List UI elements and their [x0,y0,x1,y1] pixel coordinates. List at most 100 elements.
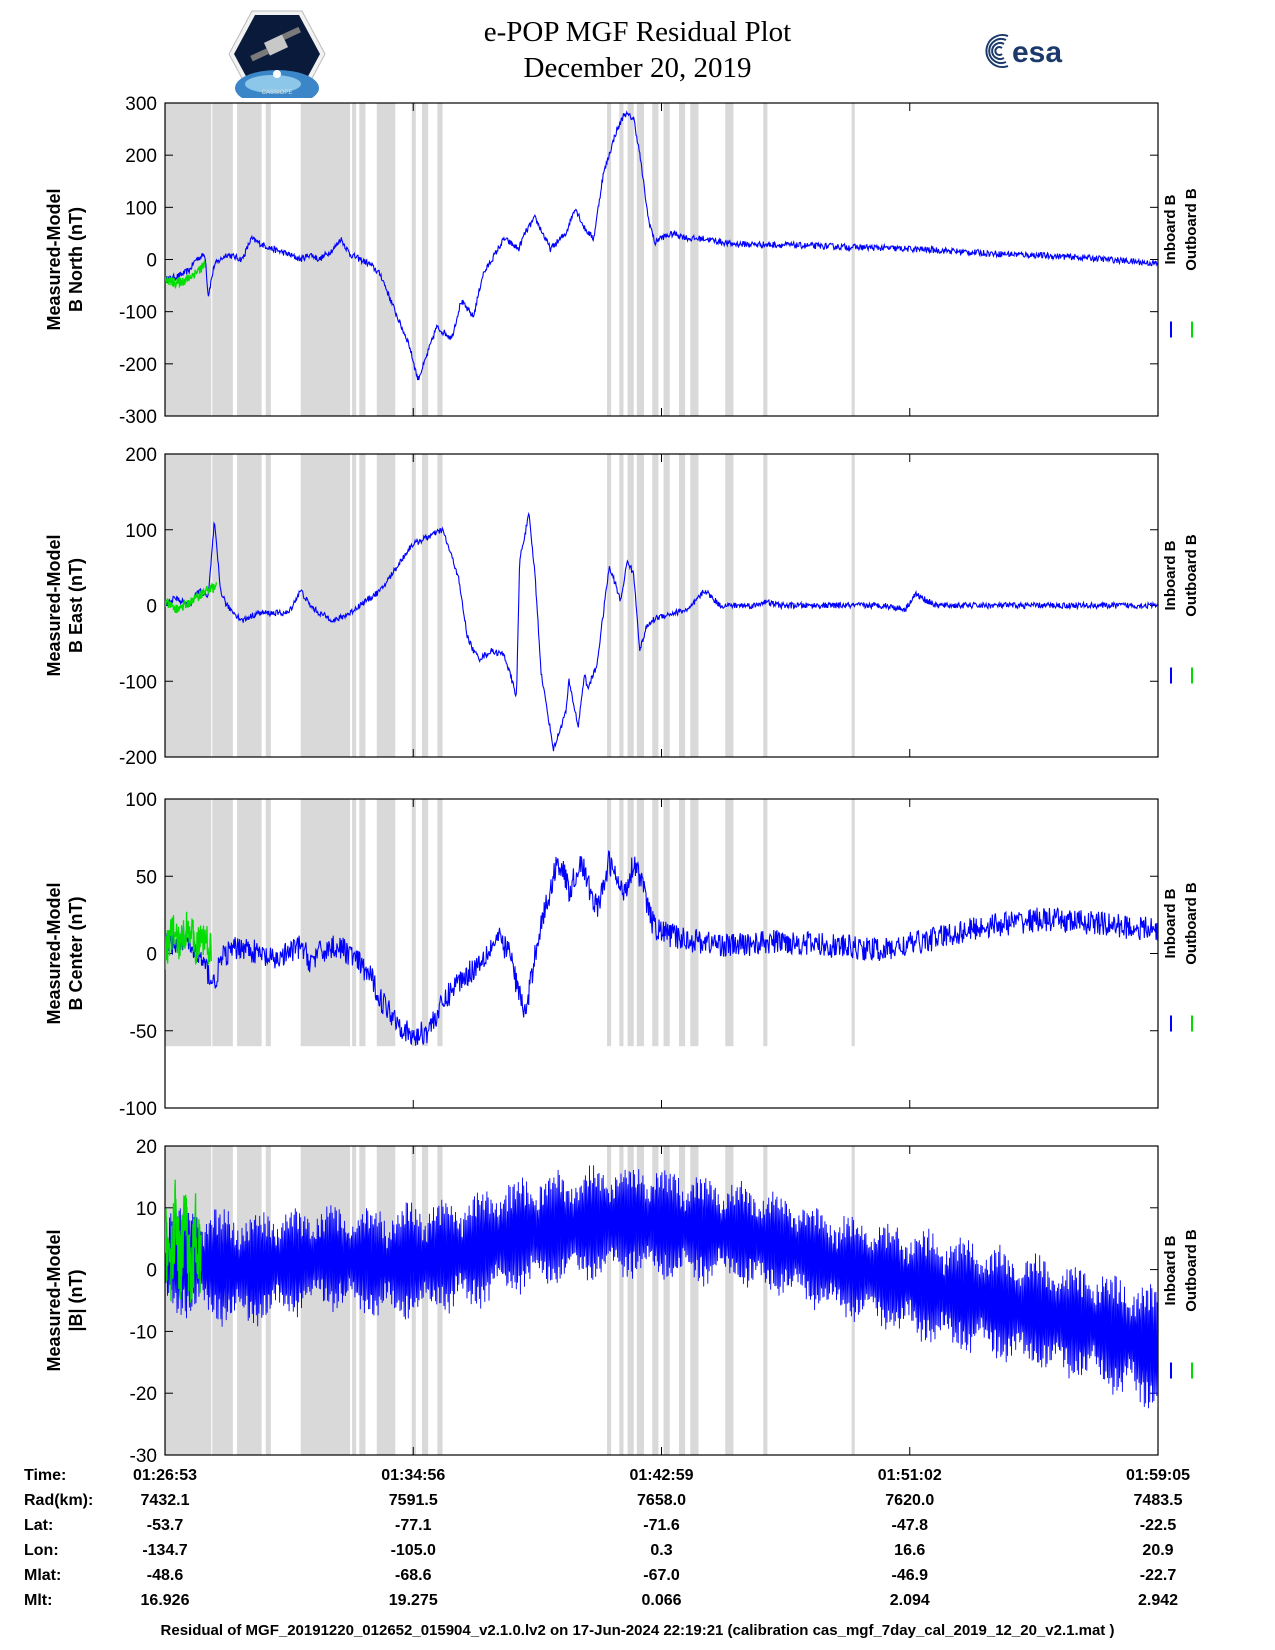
info-cell-lon: -134.7 [142,1542,187,1559]
y-tick-label: -30 [130,1446,157,1467]
y-tick-label: -200 [119,748,157,769]
gap-band [627,454,634,757]
gap-band [851,799,855,1047]
info-cell-mlat: -67.0 [643,1567,680,1584]
series-outboard-b [165,911,212,970]
gap-band [359,799,366,1047]
info-cell-lon: 16.6 [894,1542,925,1559]
gap-band [359,1146,366,1455]
series-outboard-b [165,1179,202,1303]
y-tick-label: 0 [146,1261,157,1282]
y-tick-label: 0 [146,945,157,966]
gap-band [725,103,734,416]
y-axis-label: Measured-Model B East (nT) [44,534,86,676]
y-tick-label: -50 [130,1022,157,1043]
y-tick-label: 200 [125,445,157,466]
y-tick-label: 100 [125,790,157,811]
legend-inboard-label: Inboard B [1162,888,1179,958]
info-row-label: Mlt: [24,1592,52,1609]
info-cell-mlat: -48.6 [147,1567,184,1584]
info-cell-time: 01:51:02 [878,1467,942,1484]
gap-band [437,799,443,1047]
gap-band [265,799,271,1047]
gap-band [359,454,366,757]
gap-band [352,799,357,1047]
legend-inboard-label: Inboard B [1162,540,1179,610]
legend-outboard-label: Outboard B [1183,188,1200,271]
gap-band [411,103,416,416]
gap-band [690,103,699,416]
gap-band [619,799,624,1047]
gap-band [636,454,645,757]
gap-band [627,799,634,1047]
series-outboard-b [165,582,218,614]
gap-band [300,1146,351,1455]
y-tick-label: -300 [119,407,157,428]
panel-3: 100 50 0 -50 -100 Measured-Model B Center (nT)… [44,790,1200,1120]
info-row-label: Lat: [24,1517,53,1534]
gap-band [607,1146,612,1455]
footer-caption: Residual of MGF_20191220_012652_015904_v… [160,1622,1115,1639]
esa-logo: esa [985,34,1062,69]
series-inboard-b [165,850,1158,1046]
gap-band [352,103,357,416]
gap-band [763,103,768,416]
info-cell-time: 01:26:53 [133,1467,197,1484]
gap-band [300,454,351,757]
gap-band [652,454,659,757]
gap-band [437,454,443,757]
gap-band [725,799,734,1047]
info-cell-mlt: 0.066 [641,1592,681,1609]
info-cell-time: 01:42:59 [629,1467,693,1484]
y-tick-label: -100 [119,1099,157,1120]
legend: Inboard B Outboard B [1162,534,1200,684]
gap-band [265,103,271,416]
info-cell-lat: -77.1 [395,1517,432,1534]
y-tick-label: 10 [136,1199,157,1220]
legend-inboard-label: Inboard B [1162,194,1179,264]
gap-band [376,103,396,416]
y-tick-label: 0 [146,251,157,272]
gap-band [421,799,429,1047]
gap-band [678,454,686,757]
gap-band [352,1146,357,1455]
gap-band [411,799,416,1047]
gap-band [607,454,612,757]
gap-band [212,454,233,757]
info-cell-lon: 20.9 [1142,1542,1173,1559]
gap-band [636,103,645,416]
gap-band [678,799,686,1047]
info-cell-lat: -71.6 [643,1517,680,1534]
legend-outboard-label: Outboard B [1183,882,1200,965]
gap-band [165,1146,212,1455]
gap-band [300,103,351,416]
gap-band [421,1146,429,1455]
info-cell-lat: -53.7 [147,1517,184,1534]
esa-logo-text: esa [1012,36,1062,69]
title-line-1: e-POP MGF Residual Plot [483,16,792,48]
gap-band [851,103,855,416]
y-tick-label: 50 [136,867,157,888]
series-inboard-b [165,110,1158,381]
gap-band [212,799,233,1047]
gap-band [607,103,612,416]
orbit-info-table: Time: Rad(km): Lat: Lon: Mlat: Mlt: 01:26:53 74… [24,1467,1190,1609]
gap-band [619,103,624,416]
y-tick-label: 100 [125,521,157,542]
info-cell-rad: 7483.5 [1134,1492,1183,1509]
info-cell-rad: 7432.1 [141,1492,190,1509]
legend-outboard-label: Outboard B [1183,534,1200,617]
gap-band [411,454,416,757]
y-tick-label: 20 [136,1137,157,1158]
y-tick-label: -20 [130,1384,157,1405]
gap-band [421,454,429,757]
gap-band [636,799,645,1047]
legend-inboard-label: Inboard B [1162,1235,1179,1305]
info-cell-rad: 7658.0 [637,1492,686,1509]
y-axis-label: Measured-Model |B| (nT) [44,1229,86,1371]
legend: Inboard B Outboard B [1162,1229,1200,1379]
info-cell-mlt: 2.942 [1138,1592,1178,1609]
info-cell-mlat: -46.9 [892,1567,929,1584]
panel-1: 300 200 100 0 -100 -200 -300 Measured-Model B No… [44,94,1200,428]
